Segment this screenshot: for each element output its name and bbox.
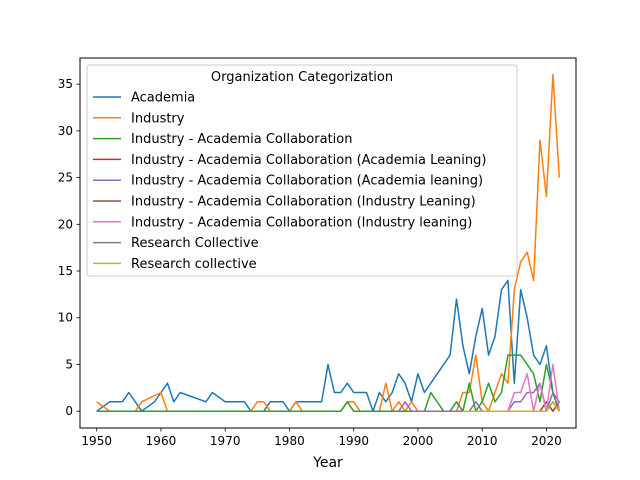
legend-label: Industry - Academia Collaboration (Acade… [131, 174, 483, 189]
legend-label: Industry [131, 111, 185, 126]
x-tick-label: 2000 [403, 434, 434, 448]
series-line-8 [462, 401, 560, 412]
x-tick-label: 2010 [467, 434, 498, 448]
y-axis: 0 5 10 15 20 25 30 35 [58, 77, 80, 418]
x-tick-label: 1990 [338, 434, 369, 448]
x-tick-label: 1970 [210, 434, 241, 448]
legend: Organization Categorization Academia Indu… [86, 64, 518, 277]
y-tick-label: 35 [58, 77, 73, 91]
series-layer [96, 74, 561, 412]
x-axis: 1950 1960 1970 1980 1990 2000 2010 2020 [81, 428, 562, 448]
x-tick-label: 1960 [146, 434, 177, 448]
legend-items: Academia Industry Industry - Academia Coll… [93, 91, 486, 272]
legend-label: Industry - Academia Collaboration (Indus… [131, 215, 472, 230]
axes-frame [79, 57, 577, 429]
y-tick-label: 30 [58, 124, 73, 138]
legend-label: Research collective [131, 257, 257, 272]
legend-label: Industry - Academia Collaboration [131, 132, 352, 147]
legend-label: Academia [131, 91, 195, 106]
y-tick-label: 5 [65, 357, 73, 371]
legend-title: Organization Categorization [211, 70, 393, 85]
x-tick-label: 1950 [81, 434, 112, 448]
x-tick-label: 1980 [274, 434, 305, 448]
y-tick-label: 0 [65, 404, 73, 418]
x-tick-label: 2020 [531, 434, 562, 448]
y-tick-label: 25 [58, 171, 73, 185]
x-axis-label: Year [312, 455, 343, 471]
legend-label: Industry - Academia Collaboration (Indus… [131, 195, 476, 210]
legend-label: Research Collective [131, 236, 259, 251]
series-line-0 [96, 279, 561, 412]
y-tick-label: 15 [58, 264, 73, 278]
legend-box [86, 64, 518, 277]
legend-label: Industry - Academia Collaboration (Acade… [131, 153, 486, 168]
y-tick-label: 10 [58, 311, 73, 325]
y-tick-label: 20 [58, 217, 73, 231]
